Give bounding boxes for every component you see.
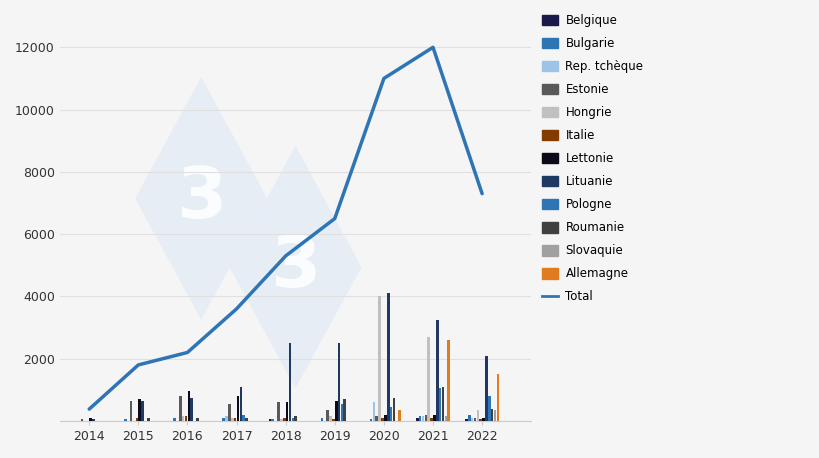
- Bar: [378, 296, 381, 421]
- Bar: [182, 416, 184, 421]
- Bar: [464, 420, 467, 421]
- Bar: [421, 416, 423, 421]
- Bar: [332, 420, 334, 421]
- Bar: [493, 410, 495, 421]
- Bar: [239, 387, 242, 421]
- Bar: [291, 418, 294, 421]
- Bar: [447, 340, 450, 421]
- Bar: [190, 398, 192, 421]
- Bar: [328, 416, 332, 421]
- Line: Total: Total: [89, 47, 482, 409]
- Bar: [383, 415, 387, 421]
- Bar: [381, 418, 383, 421]
- Bar: [320, 418, 323, 421]
- Bar: [389, 407, 391, 421]
- Bar: [487, 396, 490, 421]
- Bar: [179, 396, 181, 421]
- Polygon shape: [135, 77, 267, 320]
- Bar: [135, 418, 138, 421]
- Bar: [372, 402, 375, 421]
- Bar: [436, 320, 438, 421]
- Total: [231, 306, 241, 311]
- Bar: [375, 416, 378, 421]
- Total: [428, 44, 437, 50]
- Bar: [269, 420, 271, 421]
- Bar: [138, 399, 141, 421]
- Total: [280, 253, 290, 259]
- Bar: [196, 418, 198, 421]
- Bar: [184, 416, 187, 421]
- Bar: [228, 404, 230, 421]
- Bar: [326, 410, 328, 421]
- Bar: [80, 420, 84, 421]
- Bar: [398, 410, 400, 421]
- Bar: [470, 418, 473, 421]
- Bar: [485, 355, 487, 421]
- Bar: [427, 337, 429, 421]
- Bar: [430, 418, 432, 421]
- Bar: [92, 420, 95, 421]
- Bar: [482, 418, 484, 421]
- Total: [133, 362, 143, 368]
- Bar: [277, 402, 279, 421]
- Bar: [387, 293, 389, 421]
- Bar: [271, 420, 274, 421]
- Bar: [222, 418, 224, 421]
- Bar: [334, 401, 337, 421]
- Bar: [294, 416, 296, 421]
- Bar: [491, 409, 493, 421]
- Bar: [424, 415, 427, 421]
- Bar: [242, 415, 245, 421]
- Bar: [337, 343, 340, 421]
- Bar: [473, 419, 476, 421]
- Total: [84, 406, 94, 412]
- Bar: [233, 418, 236, 421]
- Polygon shape: [229, 146, 361, 388]
- Bar: [237, 396, 239, 421]
- Bar: [286, 402, 288, 421]
- Bar: [369, 420, 372, 421]
- Bar: [288, 343, 291, 421]
- Text: 3: 3: [176, 164, 226, 233]
- Bar: [89, 418, 92, 421]
- Bar: [147, 418, 150, 421]
- Legend: Belgique, Bulgarie, Rep. tchèque, Estonie, Hongrie, Italie, Lettonie, Lituanie, : Belgique, Bulgarie, Rep. tchèque, Estoni…: [541, 14, 643, 303]
- Bar: [245, 418, 247, 421]
- Bar: [173, 418, 175, 421]
- Bar: [124, 420, 127, 421]
- Total: [378, 76, 388, 81]
- Bar: [415, 418, 418, 421]
- Total: [329, 216, 339, 221]
- Bar: [476, 410, 478, 421]
- Bar: [343, 399, 346, 421]
- Bar: [392, 398, 395, 421]
- Bar: [280, 420, 283, 421]
- Total: [183, 350, 192, 355]
- Bar: [468, 415, 470, 421]
- Bar: [441, 387, 444, 421]
- Bar: [479, 420, 482, 421]
- Bar: [419, 416, 421, 421]
- Bar: [340, 404, 343, 421]
- Bar: [141, 401, 144, 421]
- Bar: [444, 416, 446, 421]
- Bar: [283, 418, 285, 421]
- Text: 3: 3: [270, 233, 320, 302]
- Bar: [129, 401, 133, 421]
- Total: [477, 191, 486, 196]
- Bar: [225, 416, 228, 421]
- Bar: [432, 415, 435, 421]
- Bar: [188, 392, 190, 421]
- Bar: [496, 374, 499, 421]
- Bar: [438, 388, 441, 421]
- Bar: [231, 418, 233, 421]
